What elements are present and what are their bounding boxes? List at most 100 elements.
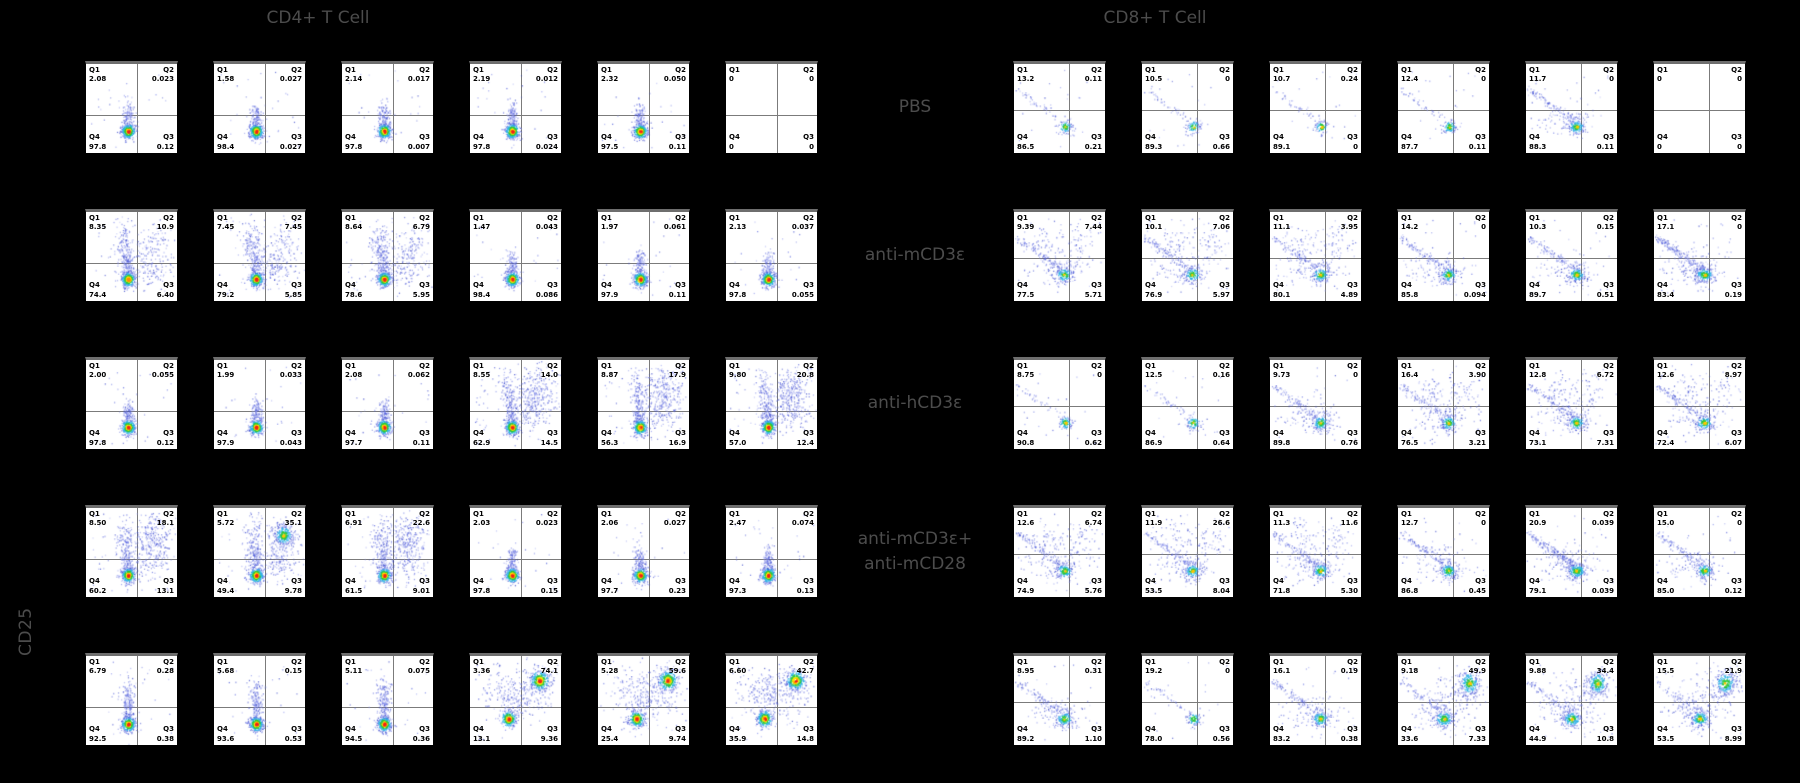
- quadrant-label-q3: Q3 14.8: [796, 725, 814, 743]
- quadrant-label-q3: Q3 0.11: [668, 281, 686, 299]
- quadrant-label-q1: Q1 17.1: [1657, 214, 1675, 232]
- dot-cloud-canvas: [470, 656, 561, 745]
- quadrant-label-q4: Q4 0: [729, 133, 740, 151]
- quadrant-label-q4: Q4 57.0: [729, 429, 747, 447]
- quadrant-label-q3: Q3 9.78: [284, 577, 302, 595]
- quadrant-label-q1: Q1 16.4: [1401, 362, 1419, 380]
- dot-cloud-canvas: [1270, 360, 1361, 449]
- dot-cloud-canvas: [598, 64, 689, 153]
- dot-cloud-canvas: [470, 360, 561, 449]
- quadrant-label-q1: Q1 2.00: [89, 362, 107, 380]
- quadrant-label-q1: Q1 1.97: [601, 214, 619, 232]
- flow-plot: Q1 11.9 Q2 26.6 Q4 53.5 Q3 8.04: [1141, 505, 1234, 598]
- dot-cloud-canvas: [1142, 656, 1233, 745]
- quadrant-label-q2: Q2 14.0: [540, 362, 558, 380]
- quadrant-label-q3: Q3 9.74: [668, 725, 686, 743]
- quadrant-label-q2: Q2 0: [1475, 510, 1486, 528]
- quadrant-label-q2: Q2 0: [1219, 66, 1230, 84]
- quadrant-label-q1: Q1 2.03: [473, 510, 491, 528]
- dot-cloud-canvas: [1014, 212, 1105, 301]
- dot-cloud-canvas: [342, 64, 433, 153]
- quadrant-label-q3: Q3 13.1: [156, 577, 174, 595]
- dot-cloud-canvas: [1526, 64, 1617, 153]
- quadrant-label-q4: Q4 98.4: [473, 281, 491, 299]
- quadrant-label-q4: Q4 89.8: [1273, 429, 1291, 447]
- quadrant-label-q2: Q2 0.075: [407, 658, 430, 676]
- quadrant-label-q4: Q4 77.5: [1017, 281, 1035, 299]
- quadrant-label-q4: Q4 78.6: [345, 281, 363, 299]
- quadrant-label-q4: Q4 87.7: [1401, 133, 1419, 151]
- quadrant-label-q3: Q3 0.45: [1468, 577, 1486, 595]
- flow-plot: Q1 13.2 Q2 0.11 Q4 86.5 Q3 0.21: [1013, 61, 1106, 154]
- quadrant-label-q2: Q2 35.1: [284, 510, 302, 528]
- quadrant-label-q4: Q4 97.5: [601, 133, 619, 151]
- quadrant-label-q4: Q4 93.6: [217, 725, 235, 743]
- flow-plot: Q1 12.6 Q2 6.74 Q4 74.9 Q3 5.76: [1013, 505, 1106, 598]
- row-label-anti-mcd3-: anti-mCD3ε: [864, 245, 966, 266]
- dot-cloud-canvas: [1014, 64, 1105, 153]
- quadrant-label-q1: Q1 8.55: [473, 362, 491, 380]
- quadrant-label-q2: Q2 20.8: [796, 362, 814, 380]
- dot-cloud-canvas: [86, 508, 177, 597]
- quadrant-label-q4: Q4 53.5: [1145, 577, 1163, 595]
- flow-plot: Q1 2.08 Q2 0.062 Q4 97.7 Q3 0.11: [341, 357, 434, 450]
- quadrant-label-q1: Q1 20.9: [1529, 510, 1547, 528]
- quadrant-label-q4: Q4 74.9: [1017, 577, 1035, 595]
- quadrant-label-q1: Q1 12.4: [1401, 66, 1419, 84]
- dot-cloud-canvas: [86, 360, 177, 449]
- quadrant-label-q1: Q1 16.1: [1273, 658, 1291, 676]
- quadrant-label-q2: Q2 59.6: [668, 658, 686, 676]
- quadrant-label-q1: Q1 5.11: [345, 658, 363, 676]
- quadrant-label-q2: Q2 0.15: [1596, 214, 1614, 232]
- quadrant-label-q4: Q4 89.1: [1273, 133, 1291, 151]
- quadrant-label-q4: Q4 97.8: [345, 133, 363, 151]
- flow-plot: Q1 10.3 Q2 0.15 Q4 89.7 Q3 0.51: [1525, 209, 1618, 302]
- quadrant-label-q1: Q1 9.39: [1017, 214, 1035, 232]
- flow-plot: Q1 9.73 Q2 0 Q4 89.8 Q3 0.76: [1269, 357, 1362, 450]
- dot-cloud-canvas: [86, 64, 177, 153]
- flow-plot: Q1 12.4 Q2 0 Q4 87.7 Q3 0.11: [1397, 61, 1490, 154]
- quadrant-label-q1: Q1 2.08: [89, 66, 107, 84]
- quadrant-label-q1: Q1 2.19: [473, 66, 491, 84]
- quadrant-label-q1: Q1 9.80: [729, 362, 747, 380]
- quadrant-label-q2: Q2 0: [803, 66, 814, 84]
- quadrant-label-q1: Q1 8.75: [1017, 362, 1035, 380]
- quadrant-label-q2: Q2 7.06: [1212, 214, 1230, 232]
- quadrant-label-q2: Q2 74.1: [540, 658, 558, 676]
- quadrant-label-q1: Q1 8.95: [1017, 658, 1035, 676]
- quadrant-label-q4: Q4 88.3: [1529, 133, 1547, 151]
- quadrant-label-q3: Q3 0.62: [1084, 429, 1102, 447]
- flow-plot: Q1 11.1 Q2 3.95 Q4 80.1 Q3 4.89: [1269, 209, 1362, 302]
- quadrant-label-q4: Q4 92.5: [89, 725, 107, 743]
- dot-cloud-canvas: [1014, 360, 1105, 449]
- quadrant-label-q3: Q3 16.9: [668, 429, 686, 447]
- quadrant-label-q2: Q2 7.44: [1084, 214, 1102, 232]
- dot-cloud-canvas: [1398, 212, 1489, 301]
- quadrant-label-q1: Q1 10.7: [1273, 66, 1291, 84]
- quadrant-label-q2: Q2 18.1: [156, 510, 174, 528]
- quadrant-label-q3: Q3 5.97: [1212, 281, 1230, 299]
- quadrant-label-q4: Q4 13.1: [473, 725, 491, 743]
- quadrant-label-q4: Q4 94.5: [345, 725, 363, 743]
- quadrant-label-q4: Q4 98.4: [217, 133, 235, 151]
- dot-cloud-canvas: [1654, 508, 1745, 597]
- quadrant-label-q3: Q3 0.12: [156, 429, 174, 447]
- quadrant-label-q4: Q4 97.3: [729, 577, 747, 595]
- quadrant-label-q4: Q4 89.7: [1529, 281, 1547, 299]
- dot-cloud-canvas: [598, 656, 689, 745]
- flow-plot: Q1 0 Q2 0 Q4 0 Q3 0: [1653, 61, 1746, 154]
- quadrant-label-q1: Q1 13.2: [1017, 66, 1035, 84]
- dot-cloud-canvas: [1526, 360, 1617, 449]
- quadrant-label-q1: Q1 1.47: [473, 214, 491, 232]
- quadrant-label-q3: Q3 0.64: [1212, 429, 1230, 447]
- dot-cloud-canvas: [1014, 656, 1105, 745]
- quadrant-label-q2: Q2 0.15: [284, 658, 302, 676]
- quadrant-label-q3: Q3 0.15: [540, 577, 558, 595]
- quadrant-label-q4: Q4 49.4: [217, 577, 235, 595]
- row-label-anti-mcd3-: anti-mCD3ε+ anti-mCD28: [857, 528, 973, 574]
- dot-cloud-canvas: [214, 508, 305, 597]
- quadrant-label-q1: Q1 8.50: [89, 510, 107, 528]
- dot-cloud-canvas: [86, 656, 177, 745]
- quadrant-label-q2: Q2 0.039: [1591, 510, 1614, 528]
- quadrant-label-q4: Q4 78.0: [1145, 725, 1163, 743]
